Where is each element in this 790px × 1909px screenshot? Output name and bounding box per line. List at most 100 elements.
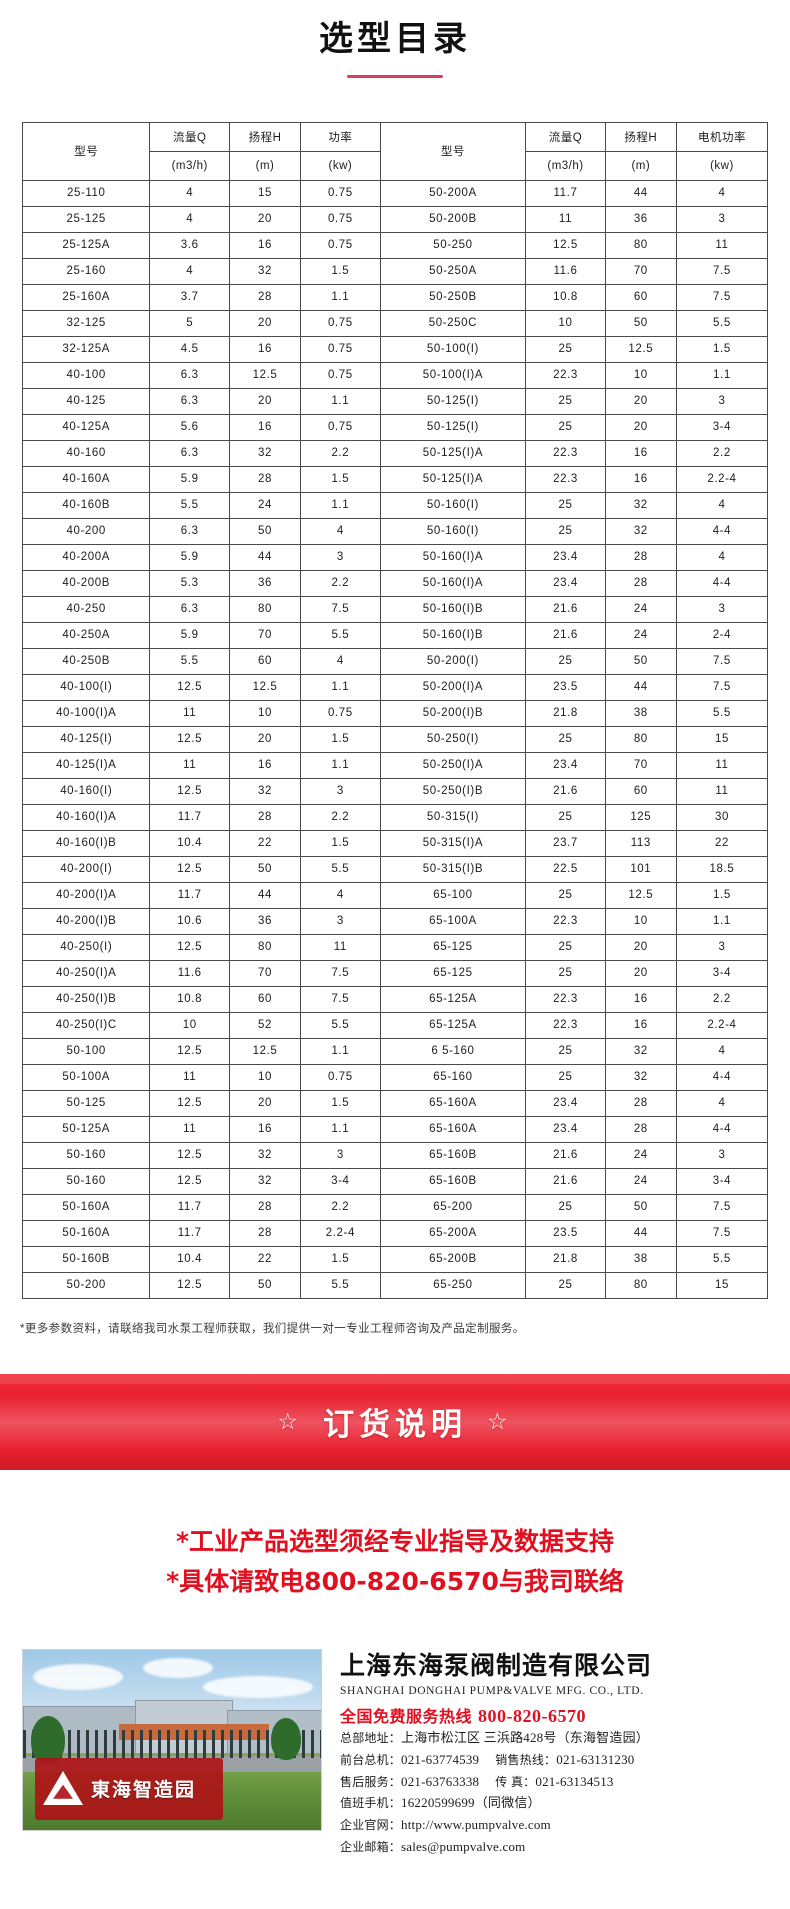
table-row: 40-160(I) 12.5 32 3 50-250(I)B 21.6 60 11	[21, 777, 769, 805]
table-header-row-2: (m3/h) (m) (kw) (m3/h) (m) (kw)	[23, 150, 769, 181]
cell-model-left: 25-160A	[21, 283, 151, 311]
cell-flow-left: 6.3	[149, 595, 230, 623]
cell-flow-right: 10.8	[525, 283, 606, 311]
th-flow-left: 流量Q	[149, 121, 230, 152]
cell-flow-right: 23.5	[525, 1219, 606, 1247]
cell-model-right: 65-200	[379, 1193, 527, 1221]
cell-power-left: 2.2	[300, 803, 381, 831]
cell-head-right: 70	[604, 751, 677, 779]
th-power-unit-right: (kw)	[675, 150, 769, 181]
cell-head-right: 28	[604, 543, 677, 571]
cell-power-right: 7.5	[675, 1193, 769, 1221]
th-power-unit-left: (kw)	[300, 150, 381, 181]
table-row: 40-250 6.3 80 7.5 50-160(I)B 21.6 24 3	[21, 595, 769, 623]
cell-flow-left: 11	[149, 699, 230, 727]
cell-model-left: 50-160A	[21, 1193, 151, 1221]
sales-label: 销售热线：	[495, 1752, 557, 1767]
cell-power-left: 3	[300, 907, 381, 935]
th-model-right: 型号	[379, 121, 527, 181]
cell-power-left: 7.5	[300, 959, 381, 987]
order-instructions-banner: ☆ 订货说明 ☆	[0, 1373, 790, 1470]
star-right-icon: ☆	[487, 1409, 513, 1436]
cell-flow-left: 4	[149, 257, 230, 285]
cell-head-left: 20	[228, 387, 302, 415]
table-row: 25-125 4 20 0.75 50-200B 11 36 3	[21, 205, 769, 233]
email-value[interactable]: sales@pumpvalve.com	[401, 1839, 526, 1855]
table-row: 40-160 6.3 32 2.2 50-125(I)A 22.3 16 2.2	[21, 439, 769, 467]
cell-model-left: 40-250A	[21, 621, 151, 649]
cell-power-left: 7.5	[300, 985, 381, 1013]
cell-flow-left: 10.4	[149, 829, 230, 857]
cell-power-right: 4	[675, 491, 769, 519]
cell-model-right: 65-100A	[379, 907, 527, 935]
cell-flow-right: 22.3	[525, 907, 606, 935]
address-label: 总部地址：	[340, 1730, 402, 1745]
cell-model-left: 40-200(I)B	[21, 907, 151, 935]
cell-head-left: 50	[228, 1271, 302, 1299]
cell-flow-left: 10.8	[149, 985, 230, 1013]
cell-power-left: 1.5	[300, 1245, 381, 1273]
cell-flow-left: 6.3	[149, 439, 230, 467]
cell-power-right: 22	[675, 829, 769, 857]
cell-flow-right: 10	[525, 309, 606, 337]
cell-head-right: 20	[604, 413, 677, 441]
title-underline-rule	[347, 74, 443, 78]
cell-head-left: 28	[228, 1219, 302, 1247]
cell-head-left: 32	[228, 1167, 302, 1195]
cell-flow-left: 12.5	[149, 1089, 230, 1117]
cell-flow-right: 23.4	[525, 751, 606, 779]
cell-head-right: 70	[604, 257, 677, 285]
cell-head-right: 50	[604, 1193, 677, 1221]
cell-model-left: 40-125A	[21, 413, 151, 441]
cell-power-right: 15	[675, 725, 769, 753]
cell-model-left: 25-160	[21, 257, 151, 285]
cell-power-right: 3-4	[675, 959, 769, 987]
cell-flow-left: 6.3	[149, 387, 230, 415]
cell-model-right: 50-250(I)B	[379, 777, 527, 805]
table-row: 40-200A 5.9 44 3 50-160(I)A 23.4 28 4	[21, 543, 769, 571]
cell-model-left: 40-160(I)B	[21, 829, 151, 857]
cell-model-right: 65-160A	[379, 1115, 527, 1143]
table-row: 50-100A 11 10 0.75 65-160 25 32 4-4	[21, 1063, 769, 1091]
cell-model-left: 40-250	[21, 595, 151, 623]
cell-head-left: 36	[228, 569, 302, 597]
cell-flow-right: 21.6	[525, 777, 606, 805]
cell-flow-right: 25	[525, 517, 606, 545]
cell-head-left: 12.5	[228, 1037, 302, 1065]
cell-flow-right: 21.6	[525, 1141, 606, 1169]
cell-head-left: 16	[228, 231, 302, 259]
table-row: 40-100(I)A 11 10 0.75 50-200(I)B 21.8 38 5.5	[21, 699, 769, 727]
cell-power-left: 3	[300, 1141, 381, 1169]
cell-model-left: 50-160B	[21, 1245, 151, 1273]
table-header: 型号 流量Q 扬程H 功率 型号 流量Q 扬程H 电机功率 (m3/h) (m)…	[21, 121, 769, 181]
cell-power-left: 5.5	[300, 1271, 381, 1299]
cell-model-left: 40-200(I)A	[21, 881, 151, 909]
cell-model-left: 40-250(I)B	[21, 985, 151, 1013]
cell-model-right: 50-160(I)A	[379, 543, 527, 571]
cell-power-left: 1.1	[300, 751, 381, 779]
cell-power-right: 4-4	[675, 1063, 769, 1091]
cell-model-left: 40-200A	[21, 543, 151, 571]
cell-model-right: 50-250	[379, 231, 527, 259]
cell-power-left: 2.2	[300, 569, 381, 597]
cell-model-left: 32-125A	[21, 335, 151, 363]
table-row: 40-250A 5.9 70 5.5 50-160(I)B 21.6 24 2-4	[21, 621, 769, 649]
cell-power-left: 4	[300, 517, 381, 545]
cell-head-right: 12.5	[604, 881, 677, 909]
table-row: 40-250(I) 12.5 80 11 65-125 25 20 3	[21, 933, 769, 961]
cell-power-right: 5.5	[675, 309, 769, 337]
cell-power-right: 3-4	[675, 413, 769, 441]
website-value[interactable]: http://www.pumpvalve.com	[401, 1817, 551, 1833]
mobile-value: 16220599699（同微信）	[401, 1795, 541, 1811]
cell-power-left: 1.1	[300, 283, 381, 311]
cell-head-right: 20	[604, 933, 677, 961]
cell-head-left: 44	[228, 881, 302, 909]
cell-power-right: 2.2-4	[675, 465, 769, 493]
cell-flow-left: 12.5	[149, 725, 230, 753]
cell-model-right: 50-125(I)A	[379, 439, 527, 467]
table-row: 50-160A 11.7 28 2.2-4 65-200A 23.5 44 7.5	[21, 1219, 769, 1247]
cell-model-right: 65-200B	[379, 1245, 527, 1273]
cell-head-right: 38	[604, 699, 677, 727]
cell-head-right: 16	[604, 465, 677, 493]
